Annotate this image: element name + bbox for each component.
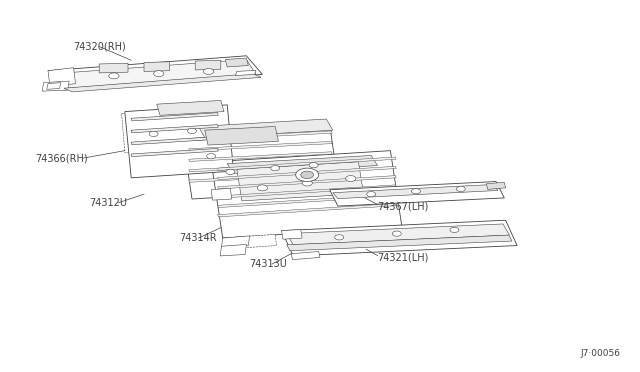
Polygon shape [182,125,339,199]
Text: J7·00056: J7·00056 [581,349,621,358]
Polygon shape [282,230,302,239]
Polygon shape [333,185,498,199]
Text: 74366(RH): 74366(RH) [35,153,88,163]
Polygon shape [48,56,262,90]
Text: 74321(LH): 74321(LH) [378,253,429,262]
Circle shape [450,227,459,232]
Polygon shape [189,131,332,141]
Polygon shape [211,188,232,200]
Text: 74320(RH): 74320(RH) [74,42,126,51]
Polygon shape [195,60,221,70]
Text: 74367(LH): 74367(LH) [378,202,429,211]
Circle shape [302,180,312,186]
Polygon shape [237,162,364,201]
Circle shape [301,171,314,179]
Circle shape [109,73,119,79]
Polygon shape [218,203,396,217]
Polygon shape [131,148,218,157]
Text: 74312U: 74312U [90,198,127,208]
Circle shape [412,189,420,194]
Polygon shape [486,182,506,189]
Circle shape [392,231,401,236]
Polygon shape [64,74,261,92]
Polygon shape [218,176,396,189]
Polygon shape [47,83,61,89]
Polygon shape [236,70,256,76]
Circle shape [335,235,344,240]
Circle shape [149,131,158,137]
Polygon shape [198,119,333,138]
Polygon shape [189,141,332,151]
Circle shape [257,185,268,191]
Circle shape [367,192,376,197]
Circle shape [271,166,280,171]
Polygon shape [291,251,320,260]
Circle shape [456,186,465,192]
Polygon shape [220,244,246,256]
Polygon shape [48,68,76,86]
Polygon shape [218,185,396,198]
Polygon shape [189,162,332,172]
Polygon shape [131,125,218,133]
Circle shape [226,169,235,174]
Polygon shape [223,234,276,249]
Polygon shape [157,100,224,115]
Polygon shape [227,155,378,174]
Circle shape [296,168,319,182]
Polygon shape [218,157,396,170]
Polygon shape [218,194,396,208]
Polygon shape [42,81,69,91]
Polygon shape [125,105,234,178]
Polygon shape [205,126,278,145]
Polygon shape [211,151,402,238]
Polygon shape [131,113,218,121]
Polygon shape [221,236,250,247]
Polygon shape [225,58,248,67]
Circle shape [188,128,196,134]
Circle shape [346,176,356,182]
Polygon shape [330,182,504,206]
Circle shape [207,154,216,159]
Text: 74314R: 74314R [179,233,217,243]
Polygon shape [144,62,170,71]
Text: 74313U: 74313U [250,259,287,269]
Polygon shape [282,220,517,256]
Polygon shape [122,110,182,153]
Circle shape [309,163,318,168]
Polygon shape [218,166,396,180]
Circle shape [154,71,164,77]
Polygon shape [54,60,256,89]
Polygon shape [287,224,509,245]
Polygon shape [189,173,332,182]
Polygon shape [287,235,512,251]
Polygon shape [99,63,128,73]
Polygon shape [131,137,218,145]
Polygon shape [189,152,332,161]
Circle shape [204,68,214,74]
